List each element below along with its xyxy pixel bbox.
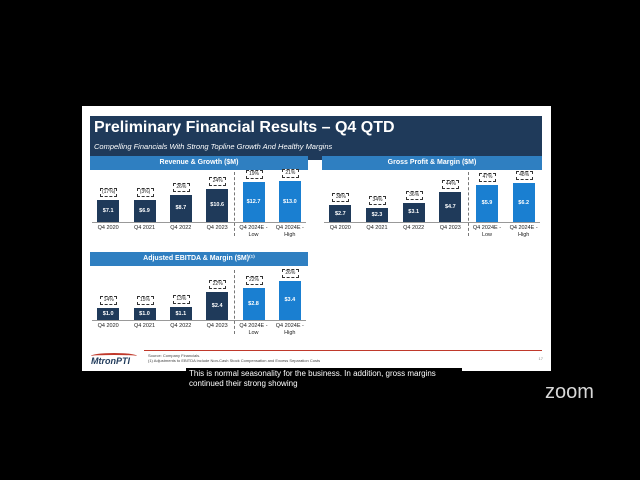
logo-swoosh bbox=[91, 353, 137, 359]
x-tick-label: Q4 2021 bbox=[133, 323, 156, 329]
presentation-slide: Preliminary Financial Results – Q4 QTD C… bbox=[82, 106, 551, 371]
page-number: 17 bbox=[538, 356, 543, 361]
bar-value-label: $2.4 bbox=[211, 303, 223, 310]
percent-label: 34% bbox=[369, 195, 386, 205]
bar-value-label: $6.9 bbox=[139, 208, 150, 215]
chart-bar bbox=[169, 194, 192, 222]
chart-bar bbox=[329, 205, 352, 222]
percent-label: 21% bbox=[281, 169, 299, 179]
percent-label: 22% bbox=[209, 280, 227, 290]
percent-label: 36% bbox=[405, 190, 423, 200]
bar-value-label: $8.7 bbox=[175, 205, 187, 212]
chart-bar bbox=[242, 182, 265, 222]
x-tick-label: Q4 2022 bbox=[403, 225, 425, 231]
x-tick-label: Q4 2023 bbox=[439, 225, 461, 231]
chart-baseline bbox=[92, 320, 306, 321]
bar-value-label: $10.6 bbox=[210, 202, 225, 209]
chart-baseline bbox=[324, 222, 540, 223]
bar-value-label: $7.1 bbox=[102, 207, 114, 214]
chart-header: Revenue & Growth ($M) bbox=[90, 156, 308, 170]
x-tick-label: Q4 2020 bbox=[97, 225, 119, 231]
chart-bar bbox=[97, 199, 120, 222]
chart-bar bbox=[512, 183, 535, 222]
chart-bar bbox=[366, 207, 388, 222]
bar-value-label: $2.3 bbox=[371, 211, 383, 218]
x-tick-label: Q4 2020 bbox=[329, 225, 351, 231]
percent-label: 14% bbox=[100, 296, 118, 306]
bar-value-label: $6.2 bbox=[518, 199, 530, 206]
x-tick-label: Q4 2024E - Low bbox=[239, 225, 268, 238]
percent-label: 26% bbox=[172, 182, 190, 192]
ebitda-chart: Adjusted EBITDA & Margin ($M)⁽¹⁾ $1.0 14% Q… bbox=[90, 252, 308, 344]
x-tick-label: Q4 2023 bbox=[206, 323, 228, 329]
estimate-divider bbox=[468, 172, 469, 236]
bar-value-label: $3.1 bbox=[408, 209, 420, 216]
percent-label: 24% bbox=[209, 176, 227, 186]
x-tick-label: Q4 2022 bbox=[170, 323, 192, 329]
chart-bar bbox=[278, 181, 301, 222]
chart-bar bbox=[206, 188, 229, 222]
chart-bar bbox=[133, 200, 156, 222]
footer-divider bbox=[144, 350, 542, 351]
chart-bar bbox=[206, 292, 229, 320]
x-tick-label: Q4 2021 bbox=[133, 225, 156, 231]
chart-bar bbox=[133, 308, 156, 320]
zoom-logo: zoom bbox=[545, 381, 594, 403]
percent-label: 19% bbox=[245, 170, 263, 180]
x-tick-label: Q4 2022 bbox=[170, 225, 192, 231]
chart-bar bbox=[476, 184, 498, 222]
percent-label: 48% bbox=[515, 171, 533, 181]
chart-header: Gross Profit & Margin ($M) bbox=[322, 156, 542, 170]
percent-label: 15% bbox=[136, 296, 154, 306]
estimate-divider bbox=[234, 270, 235, 334]
percent-label: 13% bbox=[172, 295, 190, 305]
revenue-chart: Revenue & Growth ($M) $7.1 (17%) Q4 2020 $6.… bbox=[90, 156, 308, 246]
chart-header: Adjusted EBITDA & Margin ($M)⁽¹⁾ bbox=[90, 252, 308, 266]
x-tick-label: Q4 2021 bbox=[366, 225, 388, 231]
closed-caption: This is normal seasonality for the busin… bbox=[186, 368, 462, 390]
chart-bar bbox=[169, 307, 192, 320]
chart-baseline bbox=[92, 222, 306, 223]
bar-value-label: $4.7 bbox=[444, 204, 456, 211]
percent-label: 44% bbox=[442, 180, 460, 190]
bar-value-label: $12.7 bbox=[246, 199, 261, 206]
slide-title: Preliminary Financial Results – Q4 QTD bbox=[94, 119, 395, 136]
x-tick-label: Q4 2020 bbox=[97, 323, 119, 329]
percent-label: 47% bbox=[479, 172, 496, 182]
chart-bar bbox=[439, 192, 462, 222]
percent-label: (17%) bbox=[100, 187, 118, 197]
bar-value-label: $1.0 bbox=[139, 311, 150, 318]
estimate-divider bbox=[234, 172, 235, 236]
bar-value-label: $1.0 bbox=[102, 311, 114, 318]
title-bar: Preliminary Financial Results – Q4 QTD C… bbox=[90, 116, 542, 160]
x-tick-label: Q4 2024E - High bbox=[509, 225, 538, 238]
x-tick-label: Q4 2024E - Low bbox=[472, 225, 502, 238]
percent-label: 26% bbox=[281, 268, 299, 278]
gross-profit-chart: Gross Profit & Margin ($M) $2.7 38% Q4 2020… bbox=[322, 156, 542, 246]
percent-label: (3%) bbox=[136, 188, 154, 198]
chart-bar bbox=[97, 308, 120, 320]
source-note: Source: Company Financials. bbox=[148, 353, 201, 358]
x-tick-label: Q4 2024E - High bbox=[275, 225, 304, 238]
chart-bar bbox=[278, 280, 301, 320]
chart-bar bbox=[402, 202, 425, 222]
footnote: (1) Adjustments to EBITDA include Non-Ca… bbox=[148, 358, 321, 363]
bar-value-label: $2.8 bbox=[248, 300, 259, 307]
bar-value-label: $5.9 bbox=[481, 200, 493, 207]
bar-value-label: $1.1 bbox=[175, 310, 187, 317]
chart-bar bbox=[242, 287, 265, 320]
bar-value-label: $3.4 bbox=[284, 297, 296, 304]
bar-value-label: $2.7 bbox=[334, 210, 346, 217]
bar-value-label: $13.0 bbox=[282, 198, 297, 205]
x-tick-label: Q4 2024E - Low bbox=[239, 323, 268, 336]
slide-subtitle: Compelling Financials With Strong Toplin… bbox=[94, 142, 333, 151]
x-tick-label: Q4 2023 bbox=[206, 225, 228, 231]
x-tick-label: Q4 2024E - High bbox=[275, 323, 304, 336]
percent-label: 22% bbox=[245, 275, 263, 285]
percent-label: 38% bbox=[332, 193, 350, 203]
company-logo: MtronPTI bbox=[91, 356, 130, 366]
